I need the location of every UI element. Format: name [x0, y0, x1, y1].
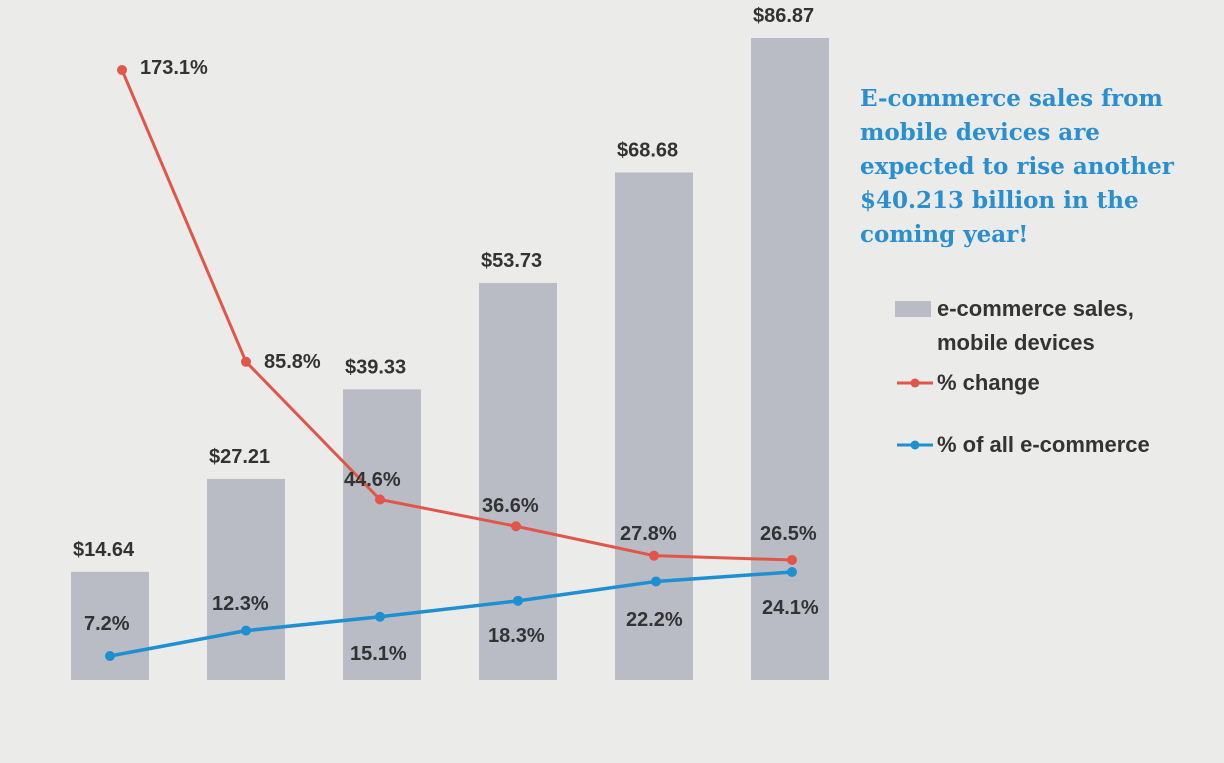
share-point-3 [375, 611, 385, 622]
legend-label-change: % change [937, 370, 1040, 395]
change-label-4: 36.6% [482, 495, 539, 517]
bar-label-2: $27.21 [209, 446, 270, 468]
share-label-2: 12.3% [212, 593, 269, 615]
legend-swatch-bar [895, 301, 931, 317]
change-point-5 [649, 550, 659, 561]
change-point-1 [117, 65, 127, 75]
share-point-1 [105, 651, 115, 661]
change-label-2: 85.8% [264, 351, 321, 373]
share-point-5 [651, 576, 661, 587]
change-label-1: 173.1% [140, 57, 208, 79]
bar-label-4: $53.73 [481, 250, 542, 272]
chart-annotation: E-commerce sales from mobile devices are… [860, 85, 1174, 248]
bar-3 [343, 389, 421, 680]
bar-5 [615, 172, 693, 680]
series-line-share [109, 570, 793, 658]
bar-4 [479, 282, 557, 680]
bar-1 [71, 571, 149, 680]
legend-label-sales: e-commerce sales, mobile devices [937, 296, 1134, 355]
change-point-6 [787, 555, 797, 565]
share-label-1: 7.2% [84, 613, 130, 635]
share-label-6: 24.1% [762, 597, 819, 619]
share-point-4 [513, 595, 523, 606]
share-label-4: 18.3% [488, 625, 545, 647]
change-point-2 [241, 356, 251, 367]
share-label-3: 15.1% [350, 643, 407, 665]
bar-2 [207, 478, 285, 680]
legend-label-share: % of all e-commerce [937, 432, 1150, 457]
series-line-change [120, 69, 793, 562]
change-label-6: 26.5% [760, 523, 817, 545]
bar-label-3: $39.33 [345, 356, 406, 378]
share-point-6 [787, 567, 797, 577]
share-label-5: 22.2% [626, 609, 683, 631]
change-point-3 [375, 494, 385, 505]
change-point-4 [511, 521, 521, 532]
bar-6 [751, 38, 829, 680]
bar-label-1: $14.64 [73, 539, 135, 561]
bar-label-6: $86.87 [753, 5, 814, 27]
share-point-2 [241, 625, 251, 636]
change-label-5: 27.8% [620, 523, 677, 545]
bar-label-5: $68.68 [617, 139, 678, 161]
legend-swatch-change [897, 378, 933, 388]
legend-swatch-share [897, 440, 933, 450]
change-label-3: 44.6% [344, 469, 401, 491]
